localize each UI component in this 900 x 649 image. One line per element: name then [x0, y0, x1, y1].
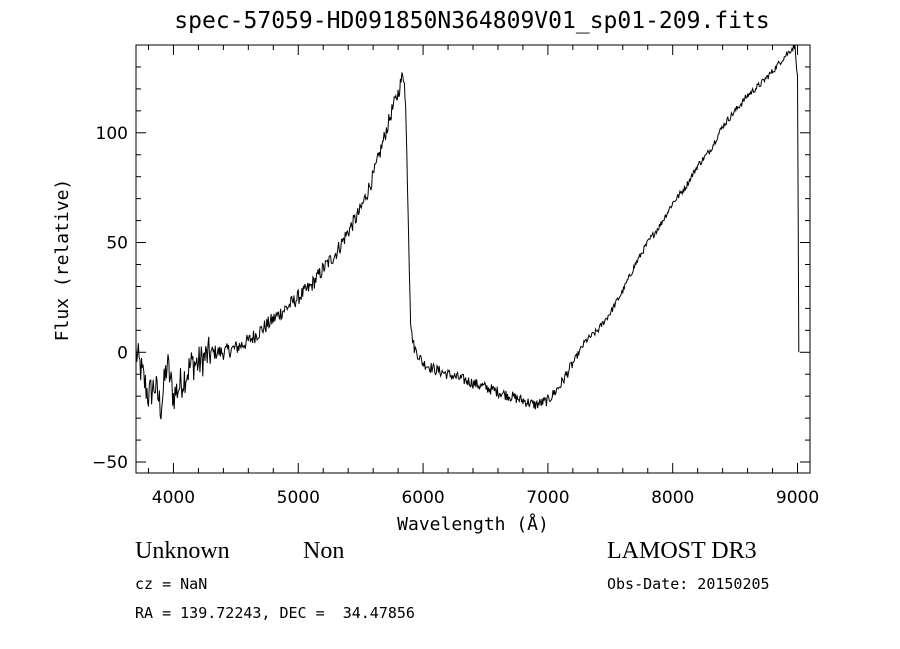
coordinates: RA = 139.72243, DEC = 34.47856	[135, 604, 415, 622]
x-tick-label: 4000	[152, 488, 195, 508]
x-tick-label: 7000	[526, 488, 569, 508]
chart-title: spec-57059-HD091850N364809V01_sp01-209.f…	[174, 8, 770, 34]
spectrum-line	[135, 44, 800, 420]
object-class: Unknown	[135, 538, 230, 564]
survey-name: LAMOST DR3	[607, 538, 757, 564]
y-tick-label: −50	[92, 453, 128, 473]
observation-date: Obs-Date: 20150205	[607, 575, 770, 593]
x-axis-label: Wavelength (Å)	[397, 513, 549, 535]
x-tick-label: 9000	[776, 488, 819, 508]
y-tick-label: 50	[106, 234, 128, 254]
axis-ticks	[136, 44, 810, 473]
y-tick-label: 100	[96, 124, 128, 144]
plot-frame	[135, 44, 811, 474]
y-tick-label: 0	[117, 343, 128, 363]
x-tick-label: 6000	[401, 488, 444, 508]
x-tick-label: 8000	[651, 488, 694, 508]
object-subclass: Non	[303, 538, 345, 564]
redshift-cz: cz = NaN	[135, 575, 208, 593]
x-tick-label: 5000	[277, 488, 320, 508]
y-axis-label: Flux (relative)	[52, 179, 73, 342]
tick-labels: 4000 5000 6000 7000 8000 9000 −50 0 50 100	[92, 124, 819, 508]
